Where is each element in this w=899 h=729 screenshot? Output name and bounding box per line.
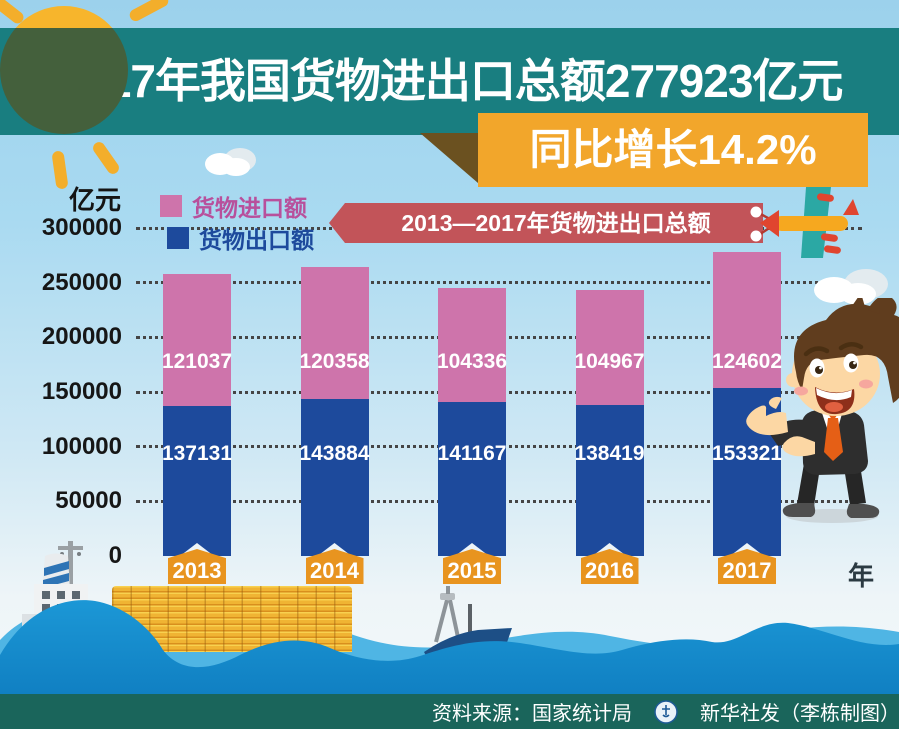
y-tick-label: 250000 [41, 268, 122, 296]
bar-export-segment [163, 406, 231, 556]
chart-legend: 货物进口额 货物出口额 [160, 194, 314, 258]
import-value-label: 104336 [436, 350, 508, 373]
credit-text: 新华社发（李栋制图） [700, 703, 899, 725]
coin-stacks-icon [112, 586, 352, 652]
import-value-label: 104967 [574, 350, 645, 373]
bar-import-segment [575, 289, 644, 405]
page-title: 2017年我国货物进出口总额277923亿元 [56, 55, 844, 107]
banner-fold-shadow [420, 133, 478, 183]
cloud-icon [814, 269, 888, 305]
gridline [136, 281, 862, 285]
import-value-label: 120358 [299, 350, 370, 373]
bar-export-segment [575, 404, 644, 556]
footer-content: 资料来源：国家统计局 新华社发（李栋制图） [432, 694, 899, 729]
y-tick-label: 150000 [41, 378, 122, 405]
data-source-text: 资料来源：国家统计局 [432, 703, 632, 725]
export-value-label: 138419 [574, 442, 645, 465]
import-color-swatch [160, 195, 182, 217]
footer-bar: 资料来源：国家统计局 新华社发（李栋制图） [0, 694, 899, 729]
legend-label-export: 货物出口额 [199, 227, 314, 253]
export-value-label: 141167 [437, 442, 507, 465]
growth-banner: 同比增长14.2% [478, 113, 868, 187]
bar-import-segment [300, 267, 369, 399]
x-axis-unit-label: 年 [848, 561, 875, 591]
year-tab: 2016 [580, 549, 639, 584]
fishing-boat-icon [424, 586, 512, 683]
sun-ray-icon [90, 139, 122, 177]
bar-import-segment [713, 252, 781, 389]
legend-item-import: 货物进口额 [160, 194, 314, 221]
bar-export-segment [713, 388, 781, 556]
bar-import-segment [438, 287, 506, 402]
import-value-label: 124602 [711, 350, 783, 373]
y-tick-label: 200000 [41, 323, 122, 351]
import-value-label: 121037 [161, 350, 233, 373]
cloud-icon [205, 148, 256, 176]
export-value-label: 143884 [299, 442, 370, 465]
legend-item-export: 货物出口额 [167, 226, 314, 253]
bar-import-segment [163, 273, 231, 407]
y-tick-label: 0 [108, 542, 122, 569]
y-axis-unit-label: 亿元 [68, 185, 121, 215]
export-value-label: 153321 [711, 442, 783, 465]
legend-label-import: 货物进口额 [192, 195, 307, 221]
bar-export-segment [438, 401, 506, 556]
export-color-swatch [167, 227, 189, 249]
chart-title-ribbon: 2013—2017年货物进出口总额 [329, 203, 763, 243]
sun-ray-icon [127, 0, 171, 24]
export-value-label: 137131 [161, 442, 233, 465]
bar-export-segment [300, 398, 369, 556]
y-tick-label: 100000 [41, 432, 122, 460]
xinhua-emblem-icon [654, 699, 678, 724]
y-tick-label: 300000 [41, 214, 122, 241]
y-tick-label: 50000 [55, 487, 122, 515]
